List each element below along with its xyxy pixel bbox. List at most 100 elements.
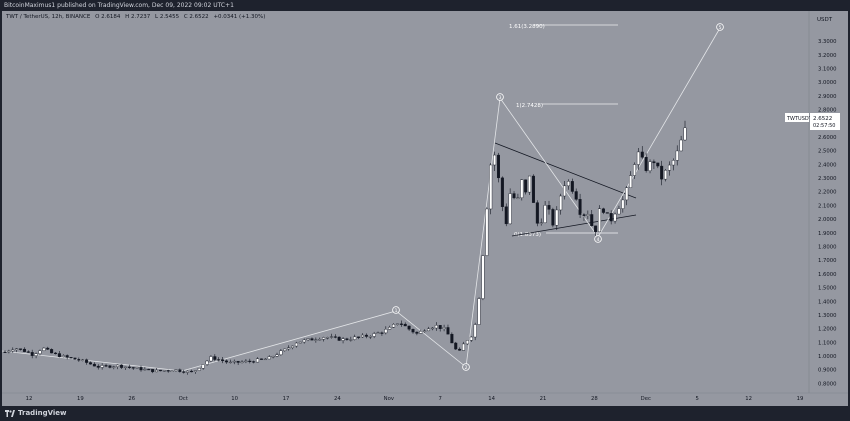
candle[interactable] xyxy=(240,360,244,364)
candle[interactable] xyxy=(232,359,236,365)
tradingview-logo[interactable]: TradingView xyxy=(5,409,67,417)
candle[interactable] xyxy=(283,348,287,352)
candle[interactable] xyxy=(38,349,42,356)
candle[interactable] xyxy=(85,358,89,365)
candle[interactable] xyxy=(54,352,58,355)
candle[interactable] xyxy=(528,175,532,195)
candle[interactable] xyxy=(508,188,512,225)
candle[interactable] xyxy=(485,207,489,257)
candle[interactable] xyxy=(683,120,687,141)
candle[interactable] xyxy=(19,348,23,351)
candle[interactable] xyxy=(170,370,174,372)
candle[interactable] xyxy=(209,355,213,363)
candle[interactable] xyxy=(263,358,267,361)
candle[interactable] xyxy=(454,341,458,350)
candle[interactable] xyxy=(61,354,65,358)
candle[interactable] xyxy=(201,364,205,370)
candle[interactable] xyxy=(372,331,376,339)
candle[interactable] xyxy=(392,323,396,329)
candle[interactable] xyxy=(42,347,46,352)
candle[interactable] xyxy=(73,357,77,360)
candle[interactable] xyxy=(291,345,295,350)
symbol-name[interactable]: TWT / TetherUS, 12h, BINANCE xyxy=(6,14,91,20)
candle[interactable] xyxy=(318,337,322,341)
candle[interactable] xyxy=(112,365,116,370)
candle[interactable] xyxy=(337,336,341,341)
candle[interactable] xyxy=(679,135,683,152)
candle[interactable] xyxy=(384,326,388,335)
candle[interactable] xyxy=(100,363,104,370)
candle[interactable] xyxy=(96,364,100,370)
wave-markers[interactable]: 1 2 3 4 5 xyxy=(392,23,724,371)
candle[interactable] xyxy=(162,370,166,372)
candle[interactable] xyxy=(104,363,108,368)
candle[interactable] xyxy=(353,334,357,341)
candle[interactable] xyxy=(419,329,423,334)
candle[interactable] xyxy=(496,152,500,183)
candle[interactable] xyxy=(314,337,318,343)
candle[interactable] xyxy=(88,361,92,365)
candle[interactable] xyxy=(481,254,485,301)
candle[interactable] xyxy=(267,355,271,360)
wave-marker-2[interactable]: 2 xyxy=(462,363,470,371)
candle[interactable] xyxy=(287,345,291,351)
candle[interactable] xyxy=(236,360,240,365)
candle[interactable] xyxy=(574,188,578,201)
candle[interactable] xyxy=(364,333,368,339)
candle[interactable] xyxy=(11,347,15,353)
candle[interactable] xyxy=(155,368,159,373)
price-axis[interactable]: 3.30003.20003.10003.00002.90002.80002.70… xyxy=(818,39,837,387)
candle[interactable] xyxy=(477,297,481,325)
candle[interactable] xyxy=(193,370,197,374)
candle[interactable] xyxy=(407,325,411,331)
candle[interactable] xyxy=(423,329,427,333)
candle[interactable] xyxy=(302,338,306,344)
candle[interactable] xyxy=(524,179,528,195)
candle[interactable] xyxy=(403,322,407,327)
candle[interactable] xyxy=(438,325,442,332)
candle[interactable] xyxy=(275,352,279,358)
candle[interactable] xyxy=(462,341,466,351)
candle[interactable] xyxy=(675,145,679,166)
candle[interactable] xyxy=(609,210,613,225)
candle[interactable] xyxy=(629,171,633,188)
candle[interactable] xyxy=(182,369,186,374)
candle[interactable] xyxy=(333,334,337,339)
candle[interactable] xyxy=(551,207,555,228)
candle[interactable] xyxy=(500,176,504,212)
wave-marker-5[interactable]: 5 xyxy=(716,23,724,31)
candle[interactable] xyxy=(594,225,598,236)
candle[interactable] xyxy=(158,369,162,372)
candle[interactable] xyxy=(22,347,26,353)
wave-marker-4[interactable]: 4 xyxy=(594,235,602,243)
candle[interactable] xyxy=(368,335,372,340)
candle[interactable] xyxy=(465,339,469,345)
candle[interactable] xyxy=(34,352,38,359)
candle[interactable] xyxy=(559,193,563,215)
candle[interactable] xyxy=(458,347,462,351)
candle[interactable] xyxy=(57,350,61,358)
candle[interactable] xyxy=(139,365,143,372)
candle[interactable] xyxy=(92,362,96,367)
candle[interactable] xyxy=(69,356,73,359)
candle[interactable] xyxy=(388,325,392,330)
candle[interactable] xyxy=(648,159,652,174)
candle[interactable] xyxy=(582,213,586,221)
candle[interactable] xyxy=(166,369,170,373)
candle[interactable] xyxy=(349,336,353,342)
candle[interactable] xyxy=(279,349,283,356)
candle[interactable] xyxy=(442,324,446,332)
candle[interactable] xyxy=(598,205,602,233)
candlestick-series[interactable] xyxy=(3,120,687,375)
candle[interactable] xyxy=(147,368,151,371)
candle[interactable] xyxy=(345,337,349,341)
candle[interactable] xyxy=(151,369,155,374)
candle[interactable] xyxy=(30,349,34,359)
candle[interactable] xyxy=(174,369,178,372)
candle[interactable] xyxy=(108,364,112,369)
candle[interactable] xyxy=(625,185,629,206)
candle[interactable] xyxy=(341,337,345,344)
candle[interactable] xyxy=(205,360,209,366)
candle[interactable] xyxy=(310,337,314,341)
candle[interactable] xyxy=(127,364,131,369)
